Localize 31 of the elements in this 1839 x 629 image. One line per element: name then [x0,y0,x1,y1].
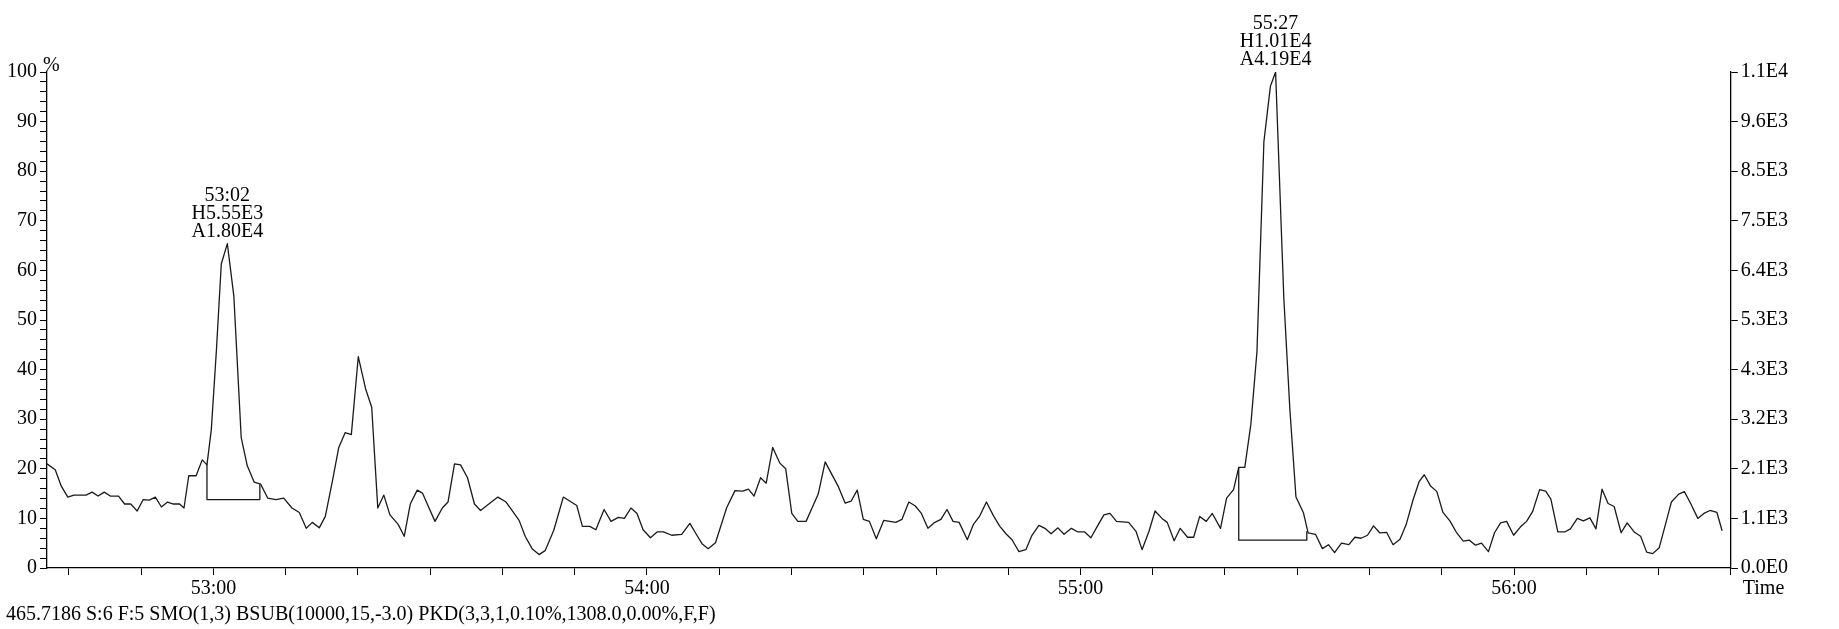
y2-tick-label: 7.5E3 [1740,208,1788,231]
y-tick-label: 0 [27,555,37,578]
y-tick-label: 90 [17,108,37,131]
y-tick-label: 30 [17,406,37,429]
x-tick-label: 53:00 [190,576,237,599]
y2-tick-label: 0.0E0 [1740,555,1788,578]
annotation: 55:27 H1.01E4 A4.19E4 [1239,11,1312,70]
y-tick-label: 70 [17,208,37,231]
y2-tick-label: 3.2E3 [1740,406,1788,429]
y2-tick-label: 5.3E3 [1740,307,1788,330]
y2-tick-label: 1.1E3 [1740,505,1788,528]
y-tick-label: 50 [17,307,37,330]
x-axis-title: Time [1742,576,1785,599]
y-tick-label: 60 [17,257,37,280]
y-tick-label: 40 [17,356,37,379]
y2-tick-label: 2.1E3 [1740,456,1788,479]
y-axis-title: % [43,53,60,76]
text: 465.7186 S:6 F:5 SMO(1,3) BSUB(10000,15,-3.0) PKD(3,3,1,0.10%,1308.0,0.00%,F,F) [6,602,716,626]
annotation: 53:02 H5.55E3 A1.80E4 [191,182,264,241]
y2-tick-label: 8.5E3 [1740,158,1788,181]
x-tick-label: 56:00 [1491,576,1537,599]
x-tick-label: 55:00 [1057,576,1104,599]
y2-tick-label: 4.3E3 [1740,356,1788,379]
y-tick-label: 100 [7,59,37,82]
y-tick-label: 20 [17,456,37,479]
y2-tick-label: 6.4E3 [1740,257,1788,280]
y-tick-label: 10 [17,505,37,528]
y2-tick-label: 9.6E3 [1740,108,1788,131]
y-tick-label: 80 [17,158,37,181]
y2-tick-label: 1.1E4 [1740,59,1788,82]
x-tick-label: 54:00 [624,576,670,599]
